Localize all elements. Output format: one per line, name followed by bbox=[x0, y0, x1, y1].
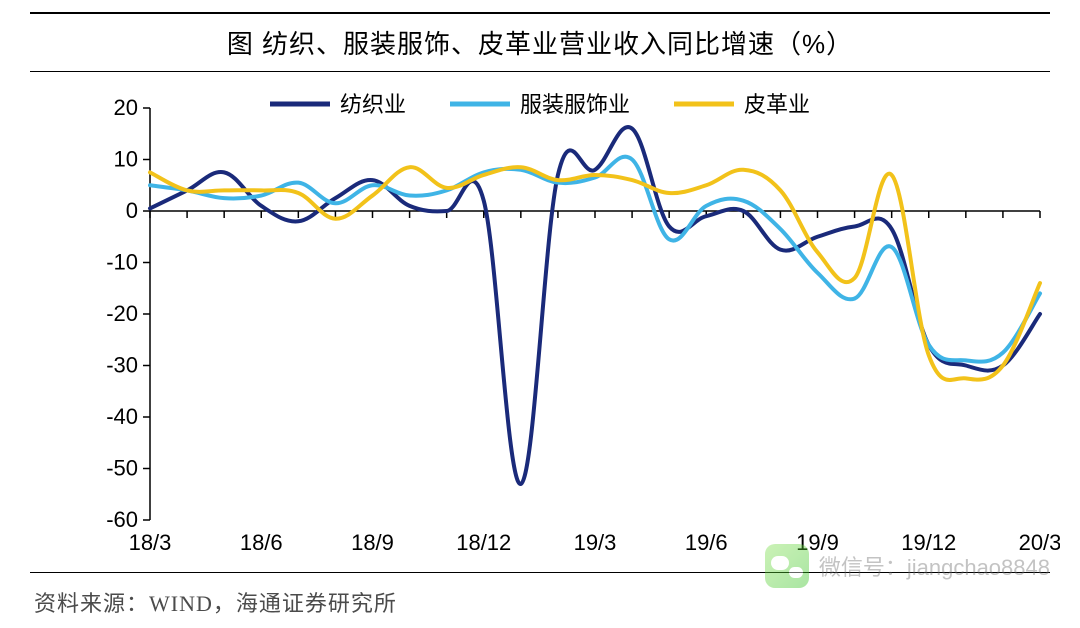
series-line bbox=[150, 157, 1040, 362]
title-bar: 图 纺织、服装服饰、皮革业营业收入同比增速（%） bbox=[30, 12, 1050, 72]
legend-label: 纺织业 bbox=[340, 92, 406, 117]
wechat-icon bbox=[765, 544, 809, 588]
legend-label: 服装服饰业 bbox=[520, 92, 630, 117]
x-tick-label: 18/12 bbox=[456, 530, 511, 555]
y-tick-label: 20 bbox=[114, 95, 138, 120]
source-text: 资料来源：WIND，海通证券研究所 bbox=[34, 586, 397, 618]
chart-title: 图 纺织、服装服饰、皮革业营业收入同比增速（%） bbox=[227, 29, 853, 59]
x-tick-label: 19/6 bbox=[685, 530, 728, 555]
plot-area: -60 -50 -40 -30 -20 -10 0 10 20 18/3 18/6 18/9 18/12… bbox=[80, 80, 1060, 560]
x-tick-label: 18/9 bbox=[351, 530, 394, 555]
y-tick-label: -40 bbox=[106, 404, 138, 429]
y-tick-label: -20 bbox=[106, 301, 138, 326]
watermark: 微信号：jiangchao8848 bbox=[765, 544, 1050, 588]
y-tick-label: -30 bbox=[106, 353, 138, 378]
x-tick-label: 18/6 bbox=[240, 530, 283, 555]
chart-container: 图 纺织、服装服饰、皮革业营业收入同比增速（%） -60 -50 -40 -30 -20… bbox=[0, 0, 1080, 628]
legend-label: 皮革业 bbox=[744, 92, 810, 117]
y-tick-label: 0 bbox=[126, 198, 138, 223]
y-tick-label: -50 bbox=[106, 456, 138, 481]
y-tick-label: 10 bbox=[114, 147, 138, 172]
series-line bbox=[150, 127, 1040, 484]
chart-svg: -60 -50 -40 -30 -20 -10 0 10 20 18/3 18/6 18/9 18/12… bbox=[80, 80, 1060, 560]
x-tick-label: 19/3 bbox=[574, 530, 617, 555]
y-tick-label: -10 bbox=[106, 250, 138, 275]
y-tick-label: -60 bbox=[106, 507, 138, 532]
x-tick-label: 18/3 bbox=[129, 530, 172, 555]
watermark-text: 微信号：jiangchao8848 bbox=[819, 550, 1050, 582]
